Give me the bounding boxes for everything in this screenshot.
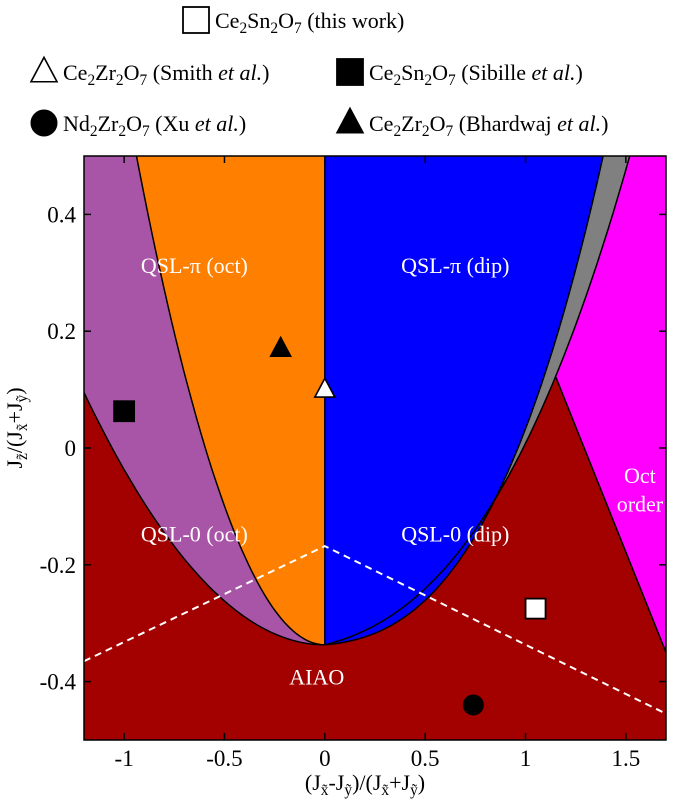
region-qsl0-dip — [324, 156, 658, 645]
region-label-oct_order: Oct order — [617, 463, 664, 517]
x-tick-label: 0 — [319, 746, 331, 771]
x-tick-label: 0.5 — [411, 746, 440, 771]
region-label-qslpi_dip: QSL-π (dip) — [401, 253, 509, 278]
phase-boundaries — [84, 156, 666, 653]
x-tick-label: -1 — [115, 746, 134, 771]
region-label-qslpi_oct: QSL-π (oct) — [141, 253, 248, 278]
y-tick-label: 0 — [65, 436, 77, 461]
x-tick-label: -0.5 — [206, 746, 242, 771]
axis-ticks: -1 -0.5 0 0.5 1 1.5 0.4 0.2 0 -0.2 -0.4 — [40, 156, 666, 771]
region-qslpi-dip — [324, 156, 658, 645]
axis-labels: Jz̃/(Jx̃+Jỹ) (Jx̃-Jỹ)/(Jx̃+Jỹ) — [2, 387, 425, 799]
data-markers — [113, 335, 547, 716]
boundary-outer-right — [324, 156, 631, 646]
x-tick-label: 1.5 — [611, 746, 640, 771]
legend-label-2: Ce2Sn2O7 (Sibille et al.) — [369, 60, 583, 89]
region-qsl0-oct — [84, 156, 325, 645]
boundary-oct-order — [554, 376, 666, 653]
region-qslpi-oct — [84, 156, 325, 645]
x-tick-label: 1 — [520, 746, 532, 771]
region-label-qsl0_dip: QSL-0 (dip) — [401, 521, 509, 546]
region-labels: AIAO QSL-0 (oct) QSL-π (oct) QSL-π (dip) QSL… — [141, 253, 664, 690]
phase-regions — [84, 156, 666, 740]
legend-label-3: Nd2Zr2O7 (Xu et al.) — [63, 111, 246, 140]
y-tick-label: 0.4 — [47, 202, 76, 227]
legend: Ce2Sn2O7 (this work) Ce2Zr2O7 (Smith et a… — [29, 6, 608, 140]
legend-marker-2 — [336, 58, 364, 86]
legend-marker-4 — [335, 106, 365, 134]
legend-label-0: Ce2Sn2O7 (this work) — [215, 8, 404, 37]
legend-marker-0 — [182, 6, 210, 34]
region-label-qsl0_oct: QSL-0 (oct) — [141, 521, 248, 546]
dashed-boundary — [84, 544, 666, 715]
legend-marker-1 — [29, 55, 59, 83]
marker-triangle-filled-4 — [269, 335, 293, 358]
boundary-inner-left — [135, 156, 325, 646]
legend-label-4: Ce2Zr2O7 (Bhardwaj et al.) — [369, 111, 608, 140]
marker-square-filled-2 — [113, 400, 136, 423]
y-tick-label: -0.2 — [40, 553, 76, 578]
boundary-outer-left — [84, 392, 325, 646]
legend-label-1: Ce2Zr2O7 (Smith et al.) — [63, 60, 269, 89]
region-label-aiao: AIAO — [289, 665, 344, 690]
legend-marker-3 — [30, 109, 58, 137]
region-oct-order — [555, 156, 666, 653]
plot-area: AIAO QSL-0 (oct) QSL-π (oct) QSL-π (dip) QSL… — [84, 156, 666, 740]
dashed-line — [84, 544, 666, 715]
x-axis-label: (Jx̃-Jỹ)/(Jx̃+Jỹ) — [305, 770, 425, 799]
y-tick-label: -0.4 — [40, 670, 77, 695]
marker-square-open-0 — [524, 597, 547, 620]
y-axis-label: Jz̃/(Jx̃+Jỹ) — [2, 387, 31, 468]
y-tick-label: 0.2 — [47, 319, 76, 344]
marker-circle-filled-3 — [462, 694, 484, 716]
marker-triangle-open-1 — [313, 376, 337, 398]
